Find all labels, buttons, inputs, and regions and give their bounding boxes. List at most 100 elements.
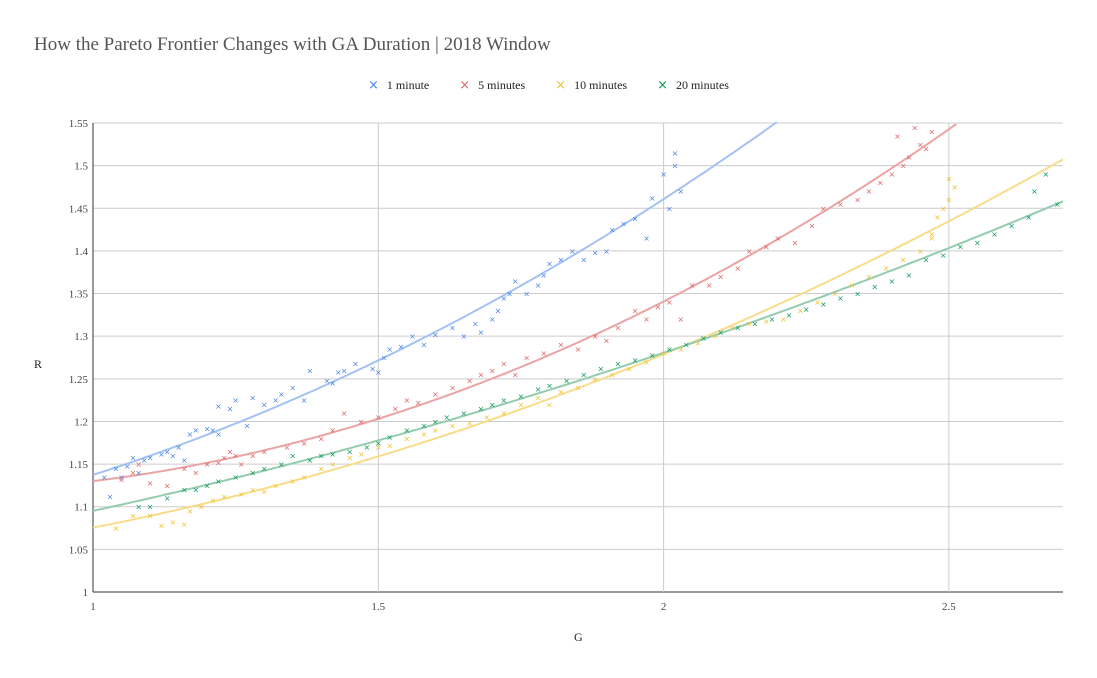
data-point: × — [261, 487, 268, 496]
data-point: × — [837, 200, 844, 209]
data-point: × — [107, 492, 114, 501]
legend-item-10-minutes[interactable]: × 10 minutes — [555, 78, 627, 93]
data-point: × — [375, 368, 382, 377]
data-point: × — [278, 460, 285, 469]
data-point: × — [192, 469, 199, 478]
data-point: × — [649, 351, 656, 360]
data-point: × — [147, 503, 154, 512]
data-point: × — [991, 230, 998, 239]
data-point: × — [512, 371, 519, 380]
data-point: × — [917, 247, 924, 256]
data-point: × — [198, 503, 205, 512]
data-point: × — [289, 383, 296, 392]
data-point: × — [632, 307, 639, 316]
data-point: × — [911, 123, 918, 132]
data-point: × — [329, 450, 336, 459]
data-point: × — [249, 452, 256, 461]
data-point: × — [478, 405, 485, 414]
data-point: × — [164, 447, 171, 456]
trendlines — [92, 121, 1064, 529]
legend-item-1-minute[interactable]: × 1 minute — [368, 78, 429, 93]
data-point: × — [461, 409, 468, 418]
data-point: × — [712, 332, 719, 341]
data-point: × — [403, 435, 410, 444]
data-point: × — [609, 371, 616, 380]
data-point: × — [506, 290, 513, 299]
data-point: × — [746, 247, 753, 256]
data-point: × — [227, 405, 234, 414]
data-point: × — [575, 345, 582, 354]
data-point: × — [609, 226, 616, 235]
data-point: × — [489, 366, 496, 375]
data-point: × — [432, 330, 439, 339]
data-point: × — [729, 324, 736, 333]
data-point: × — [221, 492, 228, 501]
data-point: × — [346, 453, 353, 462]
data-point: × — [318, 464, 325, 473]
data-point: × — [118, 475, 125, 484]
data-point: × — [888, 170, 895, 179]
data-point: × — [923, 255, 930, 264]
data-point: × — [329, 460, 336, 469]
data-point: × — [518, 400, 525, 409]
data-point: × — [147, 453, 154, 462]
data-point: × — [227, 447, 234, 456]
data-point: × — [261, 447, 268, 456]
data-point: × — [592, 249, 599, 258]
data-point: × — [558, 255, 565, 264]
data-point: × — [946, 174, 953, 183]
data-point: × — [928, 128, 935, 137]
data-point: × — [335, 368, 342, 377]
data-point: × — [341, 409, 348, 418]
data-point: × — [752, 319, 759, 328]
data-point: × — [432, 417, 439, 426]
data-point: × — [215, 402, 222, 411]
data-point: × — [249, 486, 256, 495]
legend-marker-10-minutes: × — [555, 78, 567, 93]
data-point: × — [803, 305, 810, 314]
data-point: × — [192, 486, 199, 495]
data-point: × — [369, 365, 376, 374]
data-point: × — [677, 345, 684, 354]
legend-item-20-minutes[interactable]: × 20 minutes — [657, 78, 729, 93]
data-point: × — [249, 394, 256, 403]
data-point: × — [306, 456, 313, 465]
data-point: × — [301, 439, 308, 448]
data-point: × — [546, 382, 553, 391]
data-point: × — [403, 426, 410, 435]
data-point: × — [386, 441, 393, 450]
data-point: × — [540, 271, 547, 280]
data-point: × — [580, 255, 587, 264]
data-point: × — [301, 396, 308, 405]
data-point: × — [329, 379, 336, 388]
data-point: × — [221, 453, 228, 462]
gridlines — [92, 122, 1063, 593]
data-point: × — [187, 430, 194, 439]
data-point: × — [375, 413, 382, 422]
data-point: × — [523, 290, 530, 299]
y-tick-label: 1.4 — [74, 246, 88, 258]
data-point: × — [478, 371, 485, 380]
data-point: × — [906, 153, 913, 162]
x-tick-label: 2 — [661, 601, 667, 613]
data-point: × — [1043, 170, 1050, 179]
data-point: × — [449, 422, 456, 431]
data-point: × — [575, 383, 582, 392]
data-point: × — [215, 458, 222, 467]
trendline-5-minutes — [92, 123, 957, 483]
y-tick-label: 1.05 — [69, 544, 89, 556]
data-point: × — [301, 473, 308, 482]
legend-item-5-minutes[interactable]: × 5 minutes — [459, 78, 525, 93]
data-point: × — [535, 281, 542, 290]
data-point: × — [409, 332, 416, 341]
data-point: × — [866, 187, 873, 196]
data-point: × — [563, 377, 570, 386]
data-point: × — [472, 319, 479, 328]
data-point: × — [101, 473, 108, 482]
data-point: × — [135, 469, 142, 478]
data-point: × — [466, 419, 473, 428]
data-point: × — [866, 272, 873, 281]
data-point: × — [814, 298, 821, 307]
legend-marker-20-minutes: × — [657, 78, 668, 93]
y-tick-label: 1.5 — [74, 161, 88, 173]
